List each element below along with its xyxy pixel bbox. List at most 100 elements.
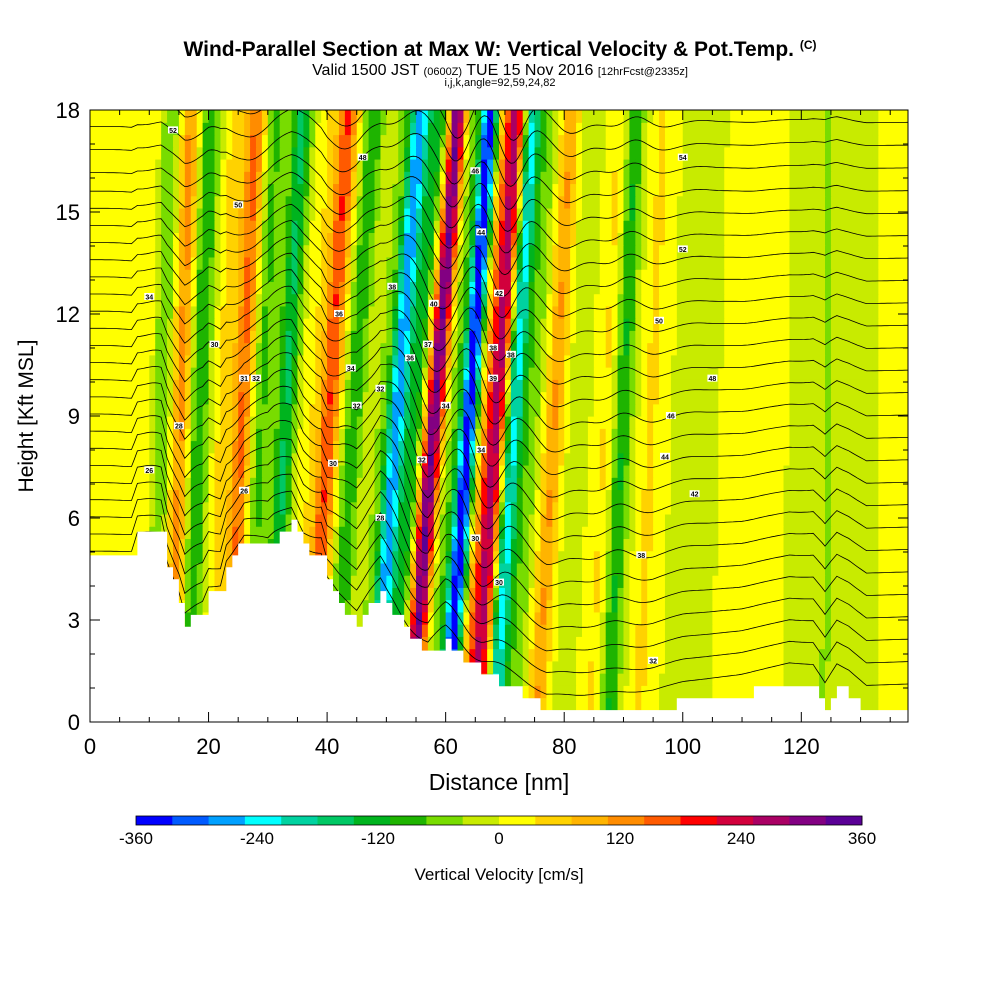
velocity-cell — [445, 440, 453, 454]
velocity-cell — [481, 477, 488, 491]
velocity-cell — [540, 354, 548, 368]
velocity-cell — [688, 354, 696, 368]
velocity-cell — [184, 293, 192, 307]
velocity-cell — [647, 318, 654, 331]
velocity-cell — [137, 305, 144, 319]
velocity-cell — [558, 550, 565, 564]
velocity-cell — [457, 403, 465, 417]
velocity-cell — [510, 673, 518, 686]
velocity-cell — [356, 452, 364, 466]
velocity-cell — [433, 428, 441, 442]
velocity-cell — [516, 452, 524, 466]
velocity-cell — [753, 367, 761, 380]
velocity-cell — [392, 428, 399, 442]
velocity-cell — [842, 281, 850, 295]
velocity-cell — [161, 452, 168, 466]
velocity-cell — [700, 367, 708, 380]
velocity-cell — [884, 489, 891, 503]
velocity-cell — [842, 526, 850, 539]
velocity-cell — [854, 354, 862, 368]
velocity-cell — [854, 464, 862, 478]
velocity-cell — [742, 575, 749, 588]
velocity-cell — [238, 464, 245, 478]
velocity-cell — [475, 526, 482, 539]
velocity-cell — [902, 636, 908, 650]
velocity-cell — [516, 550, 524, 564]
velocity-cell — [896, 636, 903, 650]
velocity-cell — [564, 391, 571, 405]
velocity-cell — [866, 660, 874, 674]
velocity-cell — [161, 318, 168, 331]
velocity-cell — [445, 379, 453, 393]
velocity-cell — [641, 354, 648, 368]
velocity-cell — [493, 648, 500, 662]
velocity-cell — [291, 342, 299, 356]
velocity-cell — [196, 318, 204, 331]
velocity-cell — [190, 318, 198, 331]
velocity-cell — [771, 562, 779, 576]
velocity-cell — [137, 367, 144, 380]
velocity-cell — [629, 562, 636, 576]
velocity-cell — [445, 330, 453, 344]
velocity-cell — [848, 464, 856, 478]
velocity-cell — [742, 550, 749, 564]
velocity-cell — [807, 648, 814, 662]
velocity-cell — [368, 501, 376, 515]
velocity-cell — [421, 416, 429, 429]
velocity-cell — [362, 428, 370, 442]
velocity-cell — [872, 391, 879, 405]
velocity-cell — [759, 440, 767, 454]
velocity-cell — [107, 416, 115, 429]
velocity-cell — [611, 636, 619, 650]
velocity-cell — [789, 367, 796, 380]
velocity-cell — [860, 660, 868, 674]
velocity-cell — [475, 354, 482, 368]
velocity-cell — [813, 599, 820, 613]
velocity-cell — [629, 513, 636, 527]
velocity-cell — [807, 673, 814, 686]
velocity-cell — [327, 501, 334, 515]
velocity-cell — [291, 367, 299, 380]
velocity-cell — [712, 391, 719, 405]
velocity-cell — [184, 379, 192, 393]
velocity-cell — [836, 354, 844, 368]
velocity-cell — [635, 440, 642, 454]
velocity-cell — [629, 464, 636, 478]
velocity-cell — [789, 342, 796, 356]
velocity-cell — [374, 464, 382, 478]
velocity-cell — [771, 440, 779, 454]
velocity-cell — [558, 562, 565, 576]
velocity-cell — [694, 538, 702, 552]
velocity-cell — [688, 513, 696, 527]
velocity-cell — [599, 293, 607, 307]
velocity-cell — [581, 660, 589, 674]
velocity-cell — [659, 526, 666, 539]
velocity-cell — [303, 367, 310, 380]
velocity-cell — [747, 648, 755, 662]
velocity-cell — [327, 391, 334, 405]
velocity-cell — [457, 428, 465, 442]
velocity-cell — [664, 685, 672, 699]
velocity-cell — [546, 391, 553, 405]
velocity-cell — [504, 526, 512, 539]
velocity-cell — [747, 538, 755, 552]
velocity-cell — [161, 403, 168, 417]
velocity-cell — [350, 489, 358, 503]
velocity-cell — [279, 513, 287, 527]
velocity-cell — [481, 624, 488, 637]
velocity-cell — [623, 587, 631, 601]
velocity-cell — [694, 636, 702, 650]
velocity-cell — [747, 318, 755, 331]
velocity-cell — [149, 330, 156, 344]
velocity-cell — [902, 403, 908, 417]
velocity-cell — [581, 611, 589, 625]
velocity-cell — [481, 281, 488, 295]
velocity-cell — [238, 293, 245, 307]
velocity-cell — [90, 452, 97, 466]
velocity-cell — [232, 477, 239, 491]
velocity-cell — [433, 624, 441, 637]
velocity-cell — [190, 391, 198, 405]
velocity-cell — [795, 305, 802, 319]
velocity-cell — [190, 416, 198, 429]
velocity-cell — [202, 513, 210, 527]
